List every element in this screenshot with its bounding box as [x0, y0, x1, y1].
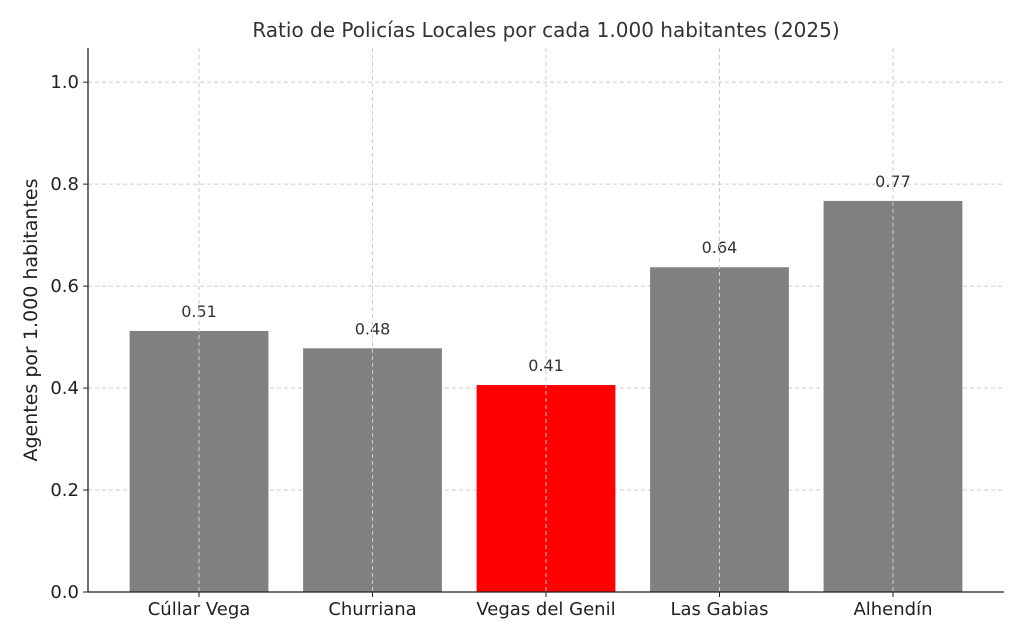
x-tick-label: Las Gabias	[670, 599, 768, 620]
x-tick-label: Cúllar Vega	[148, 599, 251, 620]
y-tick-label: 0.4	[50, 378, 79, 399]
y-tick-label: 0.0	[50, 582, 79, 603]
y-tick-label: 0.6	[50, 276, 79, 297]
y-axis-label: Agentes por 1.000 habitantes	[20, 178, 42, 461]
y-tick-label: 1.0	[50, 72, 79, 93]
y-tick-label: 0.8	[50, 174, 79, 195]
y-tick-label: 0.2	[50, 480, 79, 501]
x-tick-label: Churriana	[328, 599, 416, 620]
chart-title: Ratio de Policías Locales por cada 1.000…	[252, 18, 839, 42]
x-tick-label: Alhendín	[853, 599, 932, 620]
data-label: 0.51	[181, 302, 217, 321]
x-tick-label: Vegas del Genil	[476, 599, 615, 620]
